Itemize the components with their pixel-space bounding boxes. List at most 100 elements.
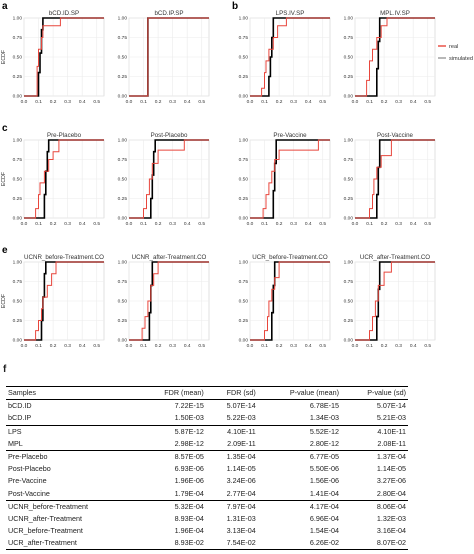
y-tick-label: 0.75: [13, 157, 23, 163]
series-simulated-line: [129, 261, 209, 341]
sample-name-cell: UCNR_before-Treatment: [6, 499, 138, 513]
value-cell: 3.27E-06: [376, 476, 406, 486]
value-cell: 2.77E-04: [226, 488, 256, 498]
value-cell: 1.96E-06: [174, 476, 204, 486]
value-cell: 4.17E-04: [257, 499, 342, 513]
y-tick-label: 0.75: [118, 35, 128, 41]
ecdf-figure: bCD.ID.SP 0.0 0.1 0.2 0.3 0.4 0.5 0.00 0.25 0.50 0…: [1, 1, 473, 349]
value-cell: 5.07E-14: [376, 401, 406, 411]
series-simulated-line: [355, 17, 435, 97]
panel-strip: [355, 7, 435, 18]
y-tick-label: 0.50: [13, 177, 23, 183]
panel-strip: [129, 129, 209, 140]
x-tick-label: 0.3: [64, 343, 71, 349]
value-cell: 8.93E-02: [137, 537, 206, 551]
value-cell: 1.96E-04: [174, 526, 204, 536]
table-header-cell: P-value (mean): [257, 385, 342, 401]
panel-strip: [250, 7, 330, 18]
sample-name-cell: UCNR_after-Treatment: [8, 513, 83, 523]
series-simulated-line: [355, 261, 435, 341]
y-tick-label: 0.25: [344, 196, 354, 202]
x-tick-label: 0.0: [247, 99, 254, 105]
y-tick-label: 0.25: [239, 74, 249, 80]
y-tick-label: 0.75: [344, 279, 354, 285]
sample-name-cell: Pre-Vaccine: [8, 476, 47, 486]
x-tick-label: 0.4: [410, 99, 417, 105]
value-cell: 5.52E-12: [257, 424, 342, 438]
value-cell: 1.54E-04: [309, 526, 340, 536]
table-row: UCR_before-Treatment 1.96E-04 3.13E-04 1.54…: [6, 525, 408, 537]
table-row: Pre-Vaccine 1.96E-06 3.24E-06 1.56E-06 3.27E…: [6, 475, 408, 487]
y-tick-label: 0.00: [344, 94, 354, 100]
value-cell: 8.07E-02: [341, 537, 408, 551]
value-cell: 2.09E-11: [227, 438, 256, 448]
x-tick-label: 0.2: [276, 99, 283, 105]
panel-title: UCNR_after-Treatment.CO: [132, 254, 207, 261]
y-tick-label: 1.00: [239, 260, 249, 266]
panel-title: Post-Vaccine: [377, 132, 414, 139]
sample-name-cell: bCD.ID: [8, 401, 32, 411]
value-cell: 1.14E-05: [226, 464, 256, 474]
table-header-cell: Samples: [6, 385, 138, 401]
sample-name-cell: Post-Placebo: [8, 464, 51, 474]
value-cell: 2.80E-04: [376, 488, 406, 498]
x-tick-label: 0.5: [319, 221, 326, 227]
series-simulated-line: [250, 17, 330, 97]
sample-name-cell: Post-Vaccine: [8, 488, 50, 498]
x-tick-label: 0.5: [319, 343, 326, 349]
table-row: UCNR_before-Treatment 5.32E-04 7.97E-04 4.1…: [6, 499, 408, 513]
x-tick-label: 0.4: [79, 99, 86, 105]
y-tick-label: 1.00: [239, 138, 249, 144]
x-tick-label: 0.1: [366, 99, 373, 105]
y-tick-label: 1.00: [13, 16, 23, 22]
x-tick-label: 0.2: [50, 343, 57, 349]
x-tick-label: 0.5: [93, 221, 100, 227]
series-simulated-line: [250, 139, 330, 219]
x-tick-label: 0.0: [352, 221, 359, 227]
x-tick-label: 0.4: [305, 343, 312, 349]
x-tick-label: 0.3: [395, 99, 402, 105]
x-tick-label: 0.5: [424, 343, 431, 349]
panel-letter-f: f: [3, 364, 7, 375]
value-cell: 5.32E-04: [137, 499, 206, 513]
table-row: UCNR_after-Treatment 8.93E-04 1.31E-03 6.96…: [6, 513, 408, 525]
value-cell: 1.31E-03: [226, 513, 256, 523]
x-tick-label: 0.1: [261, 99, 268, 105]
table-row: MPL 2.98E-12 2.09E-11 2.80E-12 2.08E-11: [6, 438, 408, 451]
panel-title: Post-Placebo: [151, 132, 188, 139]
x-tick-label: 0.1: [366, 343, 373, 349]
value-cell: 3.16E-04: [376, 526, 406, 536]
value-cell: 1.14E-05: [376, 464, 406, 474]
y-tick-label: 0.00: [13, 216, 23, 222]
value-cell: 5.07E-14: [226, 401, 256, 411]
y-tick-label: 0.50: [13, 55, 23, 61]
y-tick-label: 0.50: [13, 299, 23, 305]
y-tick-label: 0.75: [13, 35, 23, 41]
table-row: bCD.IP 1.50E-03 5.22E-03 1.34E-03 5.21E-03: [6, 412, 408, 425]
table-row: LPS 5.87E-12 4.10E-11 5.52E-12 4.10E-11: [6, 424, 408, 438]
series-real-line: [250, 139, 330, 219]
panel-strip: [24, 129, 104, 140]
x-tick-label: 0.5: [198, 343, 205, 349]
x-tick-label: 0.0: [352, 343, 359, 349]
legend-label-real: real: [449, 44, 458, 50]
legend-label-simulated: simulated: [449, 56, 473, 62]
x-tick-label: 0.0: [247, 343, 254, 349]
x-tick-label: 0.0: [21, 221, 28, 227]
panel-title: UCNR_before-Treatment.CO: [24, 254, 104, 261]
x-tick-label: 0.5: [319, 99, 326, 105]
value-cell: 1.41E-04: [309, 488, 340, 498]
x-tick-label: 0.2: [381, 99, 388, 105]
y-tick-label: 0.25: [13, 318, 23, 324]
y-tick-label: 0.25: [239, 318, 249, 324]
x-tick-label: 0.3: [395, 221, 402, 227]
panel-title: MPL.IV.SP: [380, 10, 410, 17]
y-tick-label: 0.50: [118, 177, 128, 183]
y-tick-label: 0.00: [239, 338, 249, 344]
value-cell: 5.22E-03: [226, 413, 256, 423]
x-tick-label: 0.4: [410, 343, 417, 349]
y-tick-label: 0.00: [239, 216, 249, 222]
x-tick-label: 0.4: [184, 221, 191, 227]
series-simulated-line: [355, 139, 435, 219]
panel-strip: [129, 7, 209, 18]
